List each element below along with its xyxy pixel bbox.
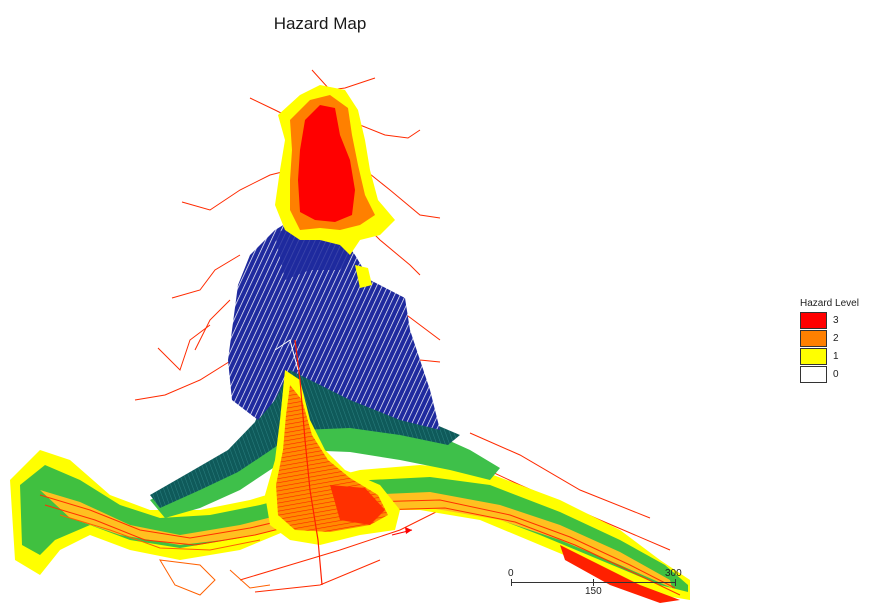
legend-swatch-3	[800, 311, 827, 329]
legend-swatch-1	[800, 347, 827, 365]
legend-entry: 1	[800, 347, 870, 365]
legend-label: 2	[833, 332, 839, 344]
scale-bar-tick	[675, 579, 676, 586]
scale-bar-tick	[593, 579, 594, 586]
legend-entry: 2	[800, 329, 870, 347]
scale-label-0: 0	[508, 568, 514, 579]
legend-label: 0	[833, 368, 839, 380]
legend-entry: 3	[800, 311, 870, 329]
legend-entry: 0	[800, 365, 870, 383]
legend-label: 3	[833, 314, 839, 326]
map-legend: Hazard Level 3 2 1 0	[800, 298, 870, 383]
scale-label-300: 300	[665, 568, 682, 579]
legend-label: 1	[833, 350, 839, 362]
scale-label-150: 150	[585, 586, 602, 597]
flow-channel	[265, 339, 400, 586]
scale-bar-tick	[511, 579, 512, 586]
hazard-map	[0, 40, 700, 603]
hazard-core	[275, 85, 395, 288]
flow-arrow	[391, 527, 413, 536]
legend-swatch-2	[800, 329, 827, 347]
mid-flow-zone	[150, 355, 500, 518]
map-title: Hazard Map	[273, 14, 367, 33]
scale-bar: 0 150 300	[505, 568, 695, 603]
legend-title: Hazard Level	[800, 298, 859, 309]
legend-swatch-0	[800, 365, 827, 383]
map-canvas	[10, 69, 690, 603]
